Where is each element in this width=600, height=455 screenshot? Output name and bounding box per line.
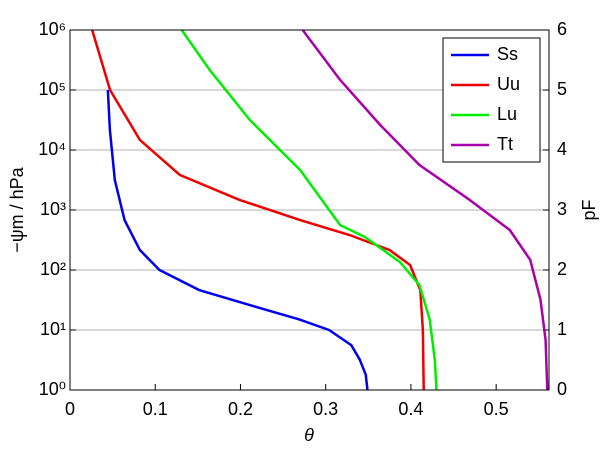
y2-tick-label: 1: [557, 319, 567, 339]
series-line: [180, 29, 438, 391]
legend-label: Lu: [497, 104, 517, 124]
y-tick-label: 10³: [40, 199, 66, 219]
legend-label: Tt: [497, 134, 513, 154]
x-tick-label: 0.3: [313, 399, 338, 419]
y2-tick-label: 0: [557, 379, 567, 399]
series-line: [301, 29, 549, 391]
legend-box: [442, 37, 541, 163]
y2-tick-label: 4: [557, 139, 567, 159]
y-tick-label: 10²: [40, 259, 66, 279]
y-tick-label: 10⁰: [39, 379, 66, 399]
legend-label: Uu: [497, 74, 520, 94]
y-tick-label: 10⁶: [39, 19, 66, 39]
legend-label: Ss: [497, 44, 518, 64]
plot-frame: [69, 29, 550, 391]
x-tick-label: 0.2: [228, 399, 253, 419]
x-tick-label: 0.5: [484, 399, 509, 419]
y2-tick-label: 6: [557, 19, 567, 39]
x-axis-label: θ: [304, 425, 314, 445]
series-line: [106, 89, 369, 391]
y2-tick-label: 2: [557, 259, 567, 279]
y-axis-label: −ψm / hPa: [7, 166, 27, 252]
x-tick-label: 0: [65, 399, 75, 419]
x-tick-label: 0.4: [398, 399, 423, 419]
y-tick-label: 10⁴: [38, 139, 66, 159]
y2-tick-label: 3: [557, 199, 567, 219]
y2-tick-label: 5: [557, 79, 567, 99]
x-tick-label: 0.1: [143, 399, 168, 419]
y-tick-label: 10¹: [40, 319, 66, 339]
series-line: [90, 29, 425, 391]
y2-axis-label: pF: [579, 199, 599, 220]
y-tick-label: 10⁵: [39, 79, 66, 99]
